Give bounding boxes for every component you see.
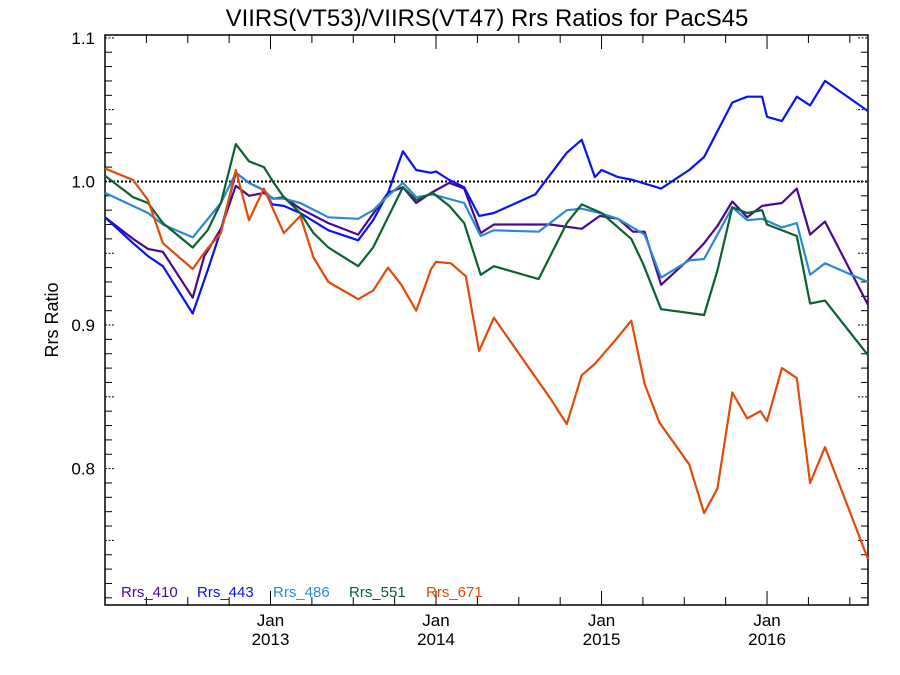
series-line-rrs-410 bbox=[104, 181, 869, 306]
legend: Rrs_410 Rrs_443 Rrs_486 Rrs_551 Rrs_671 bbox=[121, 584, 483, 601]
x-tick-label-year: 2014 bbox=[417, 630, 455, 649]
series-line-rrs-551 bbox=[104, 143, 869, 356]
x-tick-label-month: Jan bbox=[753, 611, 780, 630]
y-tick-label: 1.1 bbox=[71, 29, 95, 48]
x-tick-label-year: 2016 bbox=[748, 630, 786, 649]
legend-entry-rrs-410: Rrs_410 bbox=[121, 584, 178, 601]
series-lines bbox=[104, 79, 870, 560]
chart-title: VIIRS(VT53)/VIIRS(VT47) Rrs Ratios for P… bbox=[226, 5, 749, 32]
x-tick-label-year: 2015 bbox=[583, 630, 621, 649]
legend-entry-rrs-443: Rrs_443 bbox=[197, 584, 254, 601]
legend-entry-rrs-486: Rrs_486 bbox=[273, 584, 330, 601]
y-tick-label: 0.9 bbox=[71, 316, 95, 335]
x-tick-label-month: Jan bbox=[422, 611, 449, 630]
plot-frame bbox=[104, 34, 869, 606]
x-tick-label-month: Jan bbox=[588, 611, 615, 630]
y-axis-label: Rrs Ratio bbox=[42, 282, 62, 357]
series-line-rrs-486 bbox=[104, 171, 869, 284]
y-tick-label: 1.0 bbox=[71, 172, 95, 191]
series-line-rrs-671 bbox=[104, 167, 870, 560]
series-line-rrs-443 bbox=[104, 79, 869, 315]
x-tick-label-year: 2013 bbox=[252, 630, 290, 649]
legend-entry-rrs-671: Rrs_671 bbox=[426, 584, 483, 601]
x-tick-label-month: Jan bbox=[257, 611, 284, 630]
y-tick-label: 0.8 bbox=[71, 460, 95, 479]
legend-entry-rrs-551: Rrs_551 bbox=[349, 584, 406, 601]
